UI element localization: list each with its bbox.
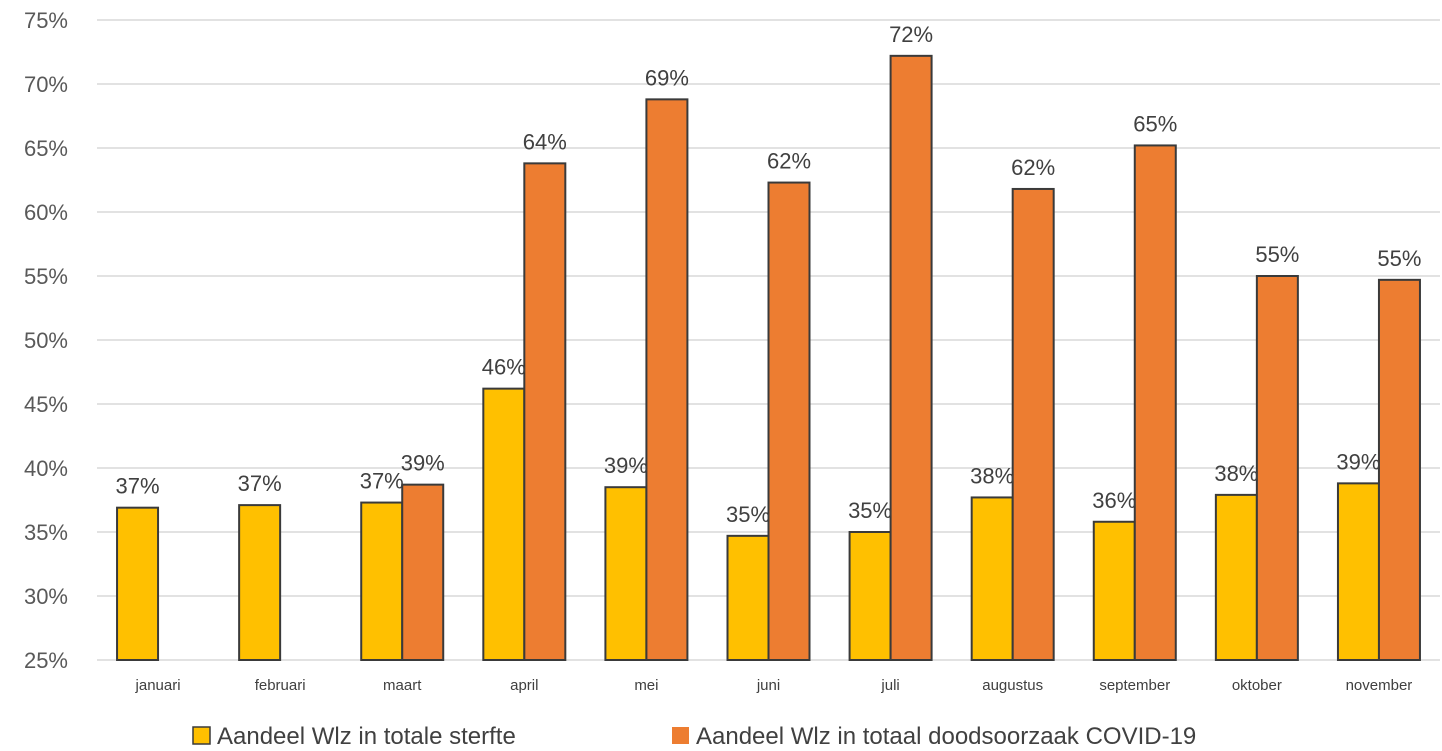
legend-label: Aandeel Wlz in totale sterfte [217, 723, 516, 750]
bar-totale-sterfte [1092, 520, 1136, 662]
y-axis: 25% 30% 35% 40% 45% 50% 55% 60% 65% 70% 75% [24, 8, 68, 673]
bar-totale-sterfte [238, 504, 282, 661]
data-label: 39% [1336, 449, 1380, 474]
y-tick-label: 70% [24, 72, 68, 97]
x-tick-label: november [1346, 677, 1413, 694]
x-tick-label: januari [135, 677, 181, 694]
data-label: 46% [482, 355, 526, 380]
bar-totale-sterfte [1336, 482, 1380, 661]
y-tick-label: 50% [24, 328, 68, 353]
bar-totale-sterfte [604, 486, 648, 662]
y-tick-label: 40% [24, 456, 68, 481]
data-label: 39% [604, 453, 648, 478]
bar-totale-sterfte [116, 506, 160, 661]
x-tick-label: september [1099, 677, 1170, 694]
bar-covid-19 [1377, 278, 1421, 661]
y-tick-label: 25% [24, 648, 68, 673]
bar-covid-19 [1011, 187, 1055, 662]
y-tick-label: 75% [24, 8, 68, 33]
bar-totale-sterfte [360, 501, 404, 661]
bar-totale-sterfte [726, 534, 770, 662]
data-label: 36% [1092, 488, 1136, 513]
x-tick-label: juni [756, 677, 780, 694]
x-tick-label: april [510, 677, 538, 694]
y-tick-label: 35% [24, 520, 68, 545]
x-tick-label: februari [255, 677, 306, 694]
legend-label: Aandeel Wlz in totaal doodsoorzaak COVID… [696, 723, 1196, 750]
data-label: 38% [970, 463, 1014, 488]
data-label: 69% [645, 65, 689, 90]
data-label: 35% [726, 502, 770, 527]
data-label: 37% [238, 471, 282, 496]
bar-totale-sterfte [970, 496, 1014, 661]
data-label: 55% [1255, 242, 1299, 267]
bars [116, 54, 1421, 662]
y-tick-label: 55% [24, 264, 68, 289]
x-tick-label: maart [383, 677, 422, 694]
bar-covid-19 [1255, 275, 1299, 661]
bar-covid-19 [1133, 144, 1177, 661]
legend: Aandeel Wlz in totale sterfte Aandeel Wlz… [192, 723, 1196, 750]
x-tick-label: mei [634, 677, 658, 694]
data-label: 64% [523, 129, 567, 154]
bar-covid-19 [401, 483, 445, 662]
bar-totale-sterfte [482, 387, 526, 661]
legend-swatch [672, 727, 689, 744]
bar-covid-19 [889, 54, 933, 661]
y-tick-label: 30% [24, 584, 68, 609]
y-tick-label: 65% [24, 136, 68, 161]
data-label: 39% [401, 451, 445, 476]
data-labels: 37% 37% 37%39%46%64%39%69%35%62%35%72%38%6… [116, 22, 1422, 527]
x-tick-label: oktober [1232, 677, 1282, 694]
legend-swatch [192, 726, 211, 745]
y-tick-label: 45% [24, 392, 68, 417]
x-axis: januari februari maart april mei juni juli augu… [135, 677, 1413, 694]
data-label: 72% [889, 22, 933, 47]
x-tick-label: augustus [982, 677, 1043, 694]
data-label: 62% [1011, 155, 1055, 180]
bar-covid-19 [523, 162, 567, 662]
data-label: 65% [1133, 111, 1177, 136]
bar-covid-19 [645, 98, 689, 662]
data-label: 37% [360, 469, 404, 494]
data-label: 38% [1214, 461, 1258, 486]
data-label: 37% [116, 474, 160, 499]
data-label: 55% [1377, 246, 1421, 271]
data-label: 62% [767, 149, 811, 174]
x-tick-label: juli [880, 677, 899, 694]
bar-totale-sterfte [848, 531, 892, 661]
bar-covid-19 [767, 181, 811, 661]
data-label: 35% [848, 498, 892, 523]
y-tick-label: 60% [24, 200, 68, 225]
bar-totale-sterfte [1214, 493, 1258, 661]
